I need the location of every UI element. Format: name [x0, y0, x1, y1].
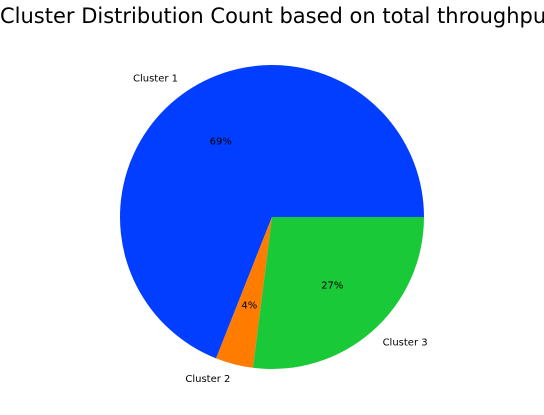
- pie-slices: [120, 65, 424, 369]
- pie-slice-cluster-3: [252, 217, 424, 369]
- pct-label-cluster-3: 27%: [321, 280, 343, 291]
- pct-label-cluster-2: 4%: [241, 300, 257, 311]
- pie-slice-cluster-1: [120, 65, 424, 359]
- pct-label-cluster-1: 69%: [210, 137, 232, 148]
- slice-label-cluster-2: Cluster 2: [185, 374, 230, 385]
- chart-title: Cluster Distribution Count based on tota…: [0, 4, 544, 28]
- slice-label-cluster-1: Cluster 1: [133, 74, 178, 85]
- slice-label-cluster-3: Cluster 3: [383, 337, 428, 348]
- pie-labels: Cluster 1 69% Cluster 2 4% Cluster 3 27%: [133, 74, 428, 385]
- pie-slice-cluster-2: [216, 217, 272, 368]
